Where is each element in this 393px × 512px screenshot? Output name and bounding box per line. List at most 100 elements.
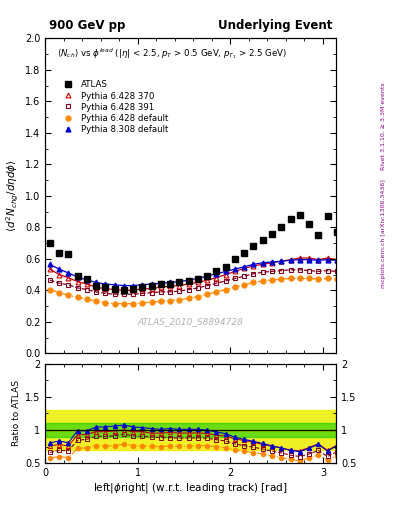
- Line: Pythia 6.428 391: Pythia 6.428 391: [48, 267, 339, 296]
- Pythia 6.428 370: [177, 283, 182, 289]
- Pythia 8.308 default: [334, 258, 339, 264]
- Pythia 6.428 default: [149, 299, 154, 305]
- Pythia 6.428 391: [112, 291, 117, 297]
- Pythia 6.428 default: [168, 297, 173, 304]
- ATLAS: [205, 273, 209, 279]
- ATLAS: [103, 284, 108, 290]
- Pythia 6.428 370: [251, 263, 256, 269]
- Pythia 6.428 391: [223, 278, 228, 284]
- Pythia 8.308 default: [196, 275, 200, 282]
- Pythia 6.428 370: [121, 287, 126, 293]
- Pythia 6.428 391: [196, 285, 200, 291]
- Pythia 6.428 391: [158, 289, 163, 295]
- ATLAS: [279, 224, 284, 230]
- ATLAS: [168, 281, 173, 287]
- Pythia 6.428 391: [57, 280, 61, 286]
- Pythia 6.428 370: [270, 260, 274, 266]
- Pythia 6.428 370: [298, 255, 302, 261]
- Pythia 6.428 default: [298, 275, 302, 282]
- Pythia 6.428 391: [66, 282, 71, 288]
- Pythia 6.428 default: [334, 276, 339, 282]
- Pythia 6.428 default: [66, 292, 71, 298]
- Pythia 6.428 391: [270, 268, 274, 274]
- Text: Underlying Event: Underlying Event: [218, 19, 332, 32]
- Pythia 6.428 391: [205, 283, 209, 289]
- Pythia 6.428 370: [131, 287, 136, 293]
- Pythia 6.428 370: [158, 284, 163, 290]
- Pythia 6.428 391: [84, 286, 89, 292]
- Pythia 8.308 default: [307, 257, 311, 263]
- Pythia 6.428 default: [288, 275, 293, 282]
- Pythia 6.428 default: [121, 301, 126, 307]
- Pythia 6.428 370: [112, 286, 117, 292]
- Pythia 8.308 default: [140, 282, 145, 288]
- Text: $\langle N_{ch}\rangle$ vs $\phi^{lead}$ ($|\eta|$ < 2.5, $p_T$ > 0.5 GeV, $p_{T: $\langle N_{ch}\rangle$ vs $\phi^{lead}$…: [57, 46, 287, 61]
- Y-axis label: $\langle d^2 N_{chg}/d\eta d\phi \rangle$: $\langle d^2 N_{chg}/d\eta d\phi \rangle…: [5, 159, 21, 232]
- Pythia 6.428 default: [270, 277, 274, 283]
- Pythia 6.428 370: [168, 283, 173, 289]
- Pythia 6.428 370: [84, 281, 89, 287]
- Pythia 6.428 default: [131, 301, 136, 307]
- Pythia 8.308 default: [288, 258, 293, 264]
- Pythia 6.428 default: [158, 298, 163, 305]
- Pythia 6.428 391: [307, 268, 311, 274]
- Pythia 8.308 default: [233, 266, 237, 272]
- Pythia 6.428 370: [103, 286, 108, 292]
- Pythia 6.428 391: [121, 291, 126, 297]
- Pythia 6.428 default: [251, 280, 256, 286]
- Pythia 8.308 default: [94, 280, 99, 286]
- Pythia 6.428 391: [186, 286, 191, 292]
- Pythia 6.428 391: [48, 277, 52, 283]
- Pythia 8.308 default: [149, 281, 154, 287]
- Pythia 6.428 391: [325, 268, 330, 274]
- Pythia 8.308 default: [270, 259, 274, 265]
- Pythia 6.428 391: [233, 275, 237, 282]
- Pythia 6.428 391: [298, 267, 302, 273]
- Pythia 6.428 370: [196, 280, 200, 286]
- ATLAS: [298, 211, 302, 218]
- ATLAS: [261, 237, 265, 243]
- Pythia 6.428 370: [149, 286, 154, 292]
- Pythia 6.428 370: [223, 271, 228, 278]
- Pythia 6.428 370: [334, 257, 339, 263]
- Pythia 6.428 370: [214, 274, 219, 281]
- Pythia 6.428 391: [103, 290, 108, 296]
- Pythia 8.308 default: [84, 277, 89, 283]
- Line: Pythia 6.428 default: Pythia 6.428 default: [48, 276, 339, 306]
- Pythia 6.428 391: [288, 267, 293, 273]
- Pythia 6.428 391: [279, 268, 284, 274]
- ATLAS: [57, 249, 61, 255]
- Pythia 8.308 default: [168, 280, 173, 286]
- Legend: ATLAS, Pythia 6.428 370, Pythia 6.428 391, Pythia 6.428 default, Pythia 8.308 de: ATLAS, Pythia 6.428 370, Pythia 6.428 39…: [58, 80, 168, 134]
- Pythia 6.428 default: [84, 296, 89, 302]
- ATLAS: [242, 249, 246, 255]
- Line: Pythia 8.308 default: Pythia 8.308 default: [48, 257, 339, 288]
- Pythia 6.428 370: [186, 281, 191, 287]
- ATLAS: [316, 232, 321, 238]
- Pythia 6.428 391: [94, 289, 99, 295]
- Pythia 6.428 391: [149, 290, 154, 296]
- Pythia 6.428 default: [196, 293, 200, 300]
- Pythia 8.308 default: [48, 261, 52, 267]
- Line: ATLAS: ATLAS: [47, 211, 340, 293]
- Pythia 6.428 391: [177, 288, 182, 294]
- ATLAS: [196, 276, 200, 282]
- ATLAS: [251, 243, 256, 249]
- Pythia 6.428 391: [242, 273, 246, 279]
- Pythia 6.428 370: [66, 274, 71, 281]
- Pythia 8.308 default: [66, 270, 71, 276]
- ATLAS: [186, 278, 191, 284]
- Pythia 6.428 370: [288, 257, 293, 263]
- Pythia 6.428 370: [233, 268, 237, 274]
- Pythia 8.308 default: [325, 257, 330, 263]
- Pythia 8.308 default: [103, 281, 108, 287]
- Pythia 6.428 391: [251, 271, 256, 277]
- Pythia 8.308 default: [242, 264, 246, 270]
- Pythia 6.428 default: [233, 284, 237, 290]
- Pythia 6.428 default: [186, 295, 191, 301]
- Pythia 8.308 default: [158, 280, 163, 286]
- Pythia 6.428 370: [279, 258, 284, 264]
- Pythia 8.308 default: [177, 279, 182, 285]
- Pythia 8.308 default: [261, 260, 265, 266]
- Pythia 6.428 391: [75, 285, 80, 291]
